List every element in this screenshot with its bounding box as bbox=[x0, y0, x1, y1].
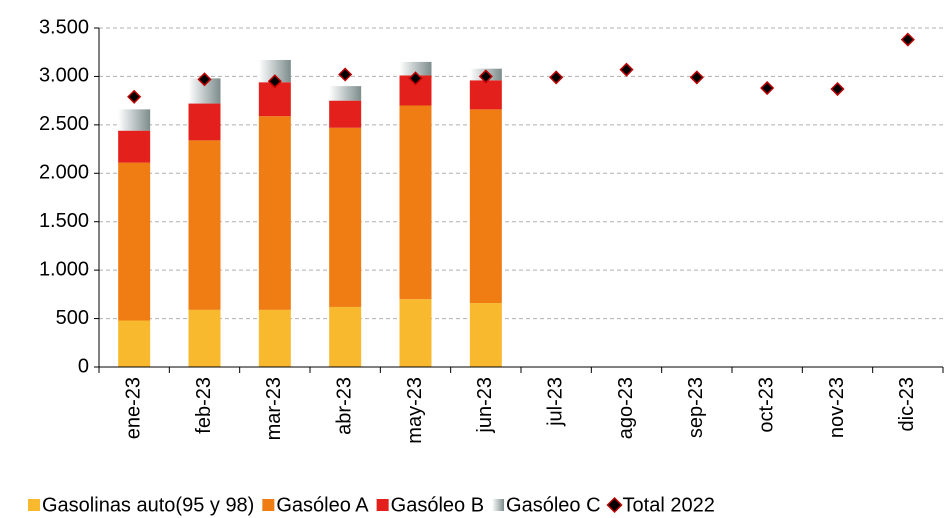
legend-label: Total 2022 bbox=[623, 494, 715, 516]
legend-label: Gasolinas auto(95 y 98) bbox=[42, 494, 254, 516]
legend-label: Gasóleo A bbox=[276, 494, 369, 516]
legend-swatch bbox=[376, 499, 389, 511]
marker bbox=[197, 72, 212, 87]
x-tick-label: jun-23 bbox=[474, 377, 496, 434]
legend-label: Gasóleo C bbox=[506, 494, 601, 516]
bar-segment bbox=[118, 320, 151, 367]
x-tick-label-group: mar-23 bbox=[263, 377, 285, 440]
x-tick-label: jul-23 bbox=[544, 377, 566, 427]
bar-segment bbox=[399, 299, 432, 367]
bar-segment bbox=[118, 109, 151, 131]
marker bbox=[619, 62, 634, 77]
x-tick-label-group: ene-23 bbox=[122, 377, 144, 439]
y-tick-label: 500 bbox=[56, 307, 89, 329]
marker bbox=[830, 81, 845, 97]
marker bbox=[549, 70, 564, 85]
legend-marker bbox=[606, 496, 623, 514]
bar-segment bbox=[399, 105, 432, 300]
bar-segment bbox=[469, 109, 502, 304]
marker bbox=[760, 80, 775, 96]
x-tick-label: dic-23 bbox=[896, 377, 918, 431]
bar-segment bbox=[188, 103, 221, 141]
bar-segment bbox=[258, 59, 291, 83]
x-tick-label-group: oct-23 bbox=[755, 377, 777, 433]
bar-segment bbox=[329, 100, 362, 128]
x-tick-label: oct-23 bbox=[755, 377, 777, 433]
x-tick-label-group: dic-23 bbox=[896, 377, 918, 431]
x-tick-label: mar-23 bbox=[263, 377, 285, 440]
bar-segment bbox=[469, 303, 502, 367]
y-tick-label: 3.000 bbox=[39, 65, 89, 87]
bar-segment bbox=[118, 162, 151, 321]
x-tick-label-group: may-23 bbox=[404, 377, 426, 444]
x-tick-label: nov-23 bbox=[826, 377, 848, 438]
x-tick-label: ene-23 bbox=[122, 377, 144, 439]
marker bbox=[689, 70, 704, 85]
y-tick-label: 0 bbox=[78, 355, 89, 377]
y-tick-label: 1.500 bbox=[39, 210, 89, 232]
x-tick-label: may-23 bbox=[404, 377, 426, 444]
bar-segment bbox=[258, 116, 291, 310]
x-tick-label-group: nov-23 bbox=[826, 377, 848, 438]
legend-swatch bbox=[492, 499, 505, 511]
bar-segment bbox=[188, 309, 221, 367]
marker bbox=[338, 67, 353, 82]
bar-segment bbox=[118, 130, 151, 163]
x-tick-label-group: jun-23 bbox=[474, 377, 496, 434]
x-tick-label: sep-23 bbox=[685, 377, 707, 438]
marker bbox=[900, 32, 915, 47]
bar-segment bbox=[258, 309, 291, 367]
marker bbox=[408, 71, 423, 86]
bar-segment bbox=[469, 80, 502, 110]
x-tick-label: ago-23 bbox=[615, 377, 637, 439]
x-tick-label-group: feb-23 bbox=[193, 377, 215, 434]
marker bbox=[478, 69, 493, 84]
y-tick-label: 2.500 bbox=[39, 113, 89, 135]
x-tick-label-group: jul-23 bbox=[544, 377, 566, 427]
bar-segment bbox=[329, 86, 362, 101]
bar-segment bbox=[188, 140, 221, 310]
legend-swatch bbox=[28, 499, 40, 511]
marker bbox=[267, 74, 282, 89]
bar-segment bbox=[399, 61, 432, 76]
y-tick-label: 3.500 bbox=[39, 16, 89, 38]
x-tick-label: abr-23 bbox=[333, 377, 355, 435]
legend-swatch bbox=[262, 499, 275, 511]
y-tick-label: 2.000 bbox=[39, 162, 89, 184]
bar-segment bbox=[329, 306, 362, 367]
x-tick-label-group: sep-23 bbox=[685, 377, 707, 438]
bar-segment bbox=[329, 127, 362, 307]
x-tick-label: feb-23 bbox=[193, 377, 215, 434]
legend-label: Gasóleo B bbox=[391, 494, 484, 516]
x-tick-label-group: abr-23 bbox=[333, 377, 355, 435]
marker bbox=[127, 89, 142, 104]
x-tick-label-group: ago-23 bbox=[615, 377, 637, 439]
y-tick-label: 1.000 bbox=[39, 258, 89, 280]
